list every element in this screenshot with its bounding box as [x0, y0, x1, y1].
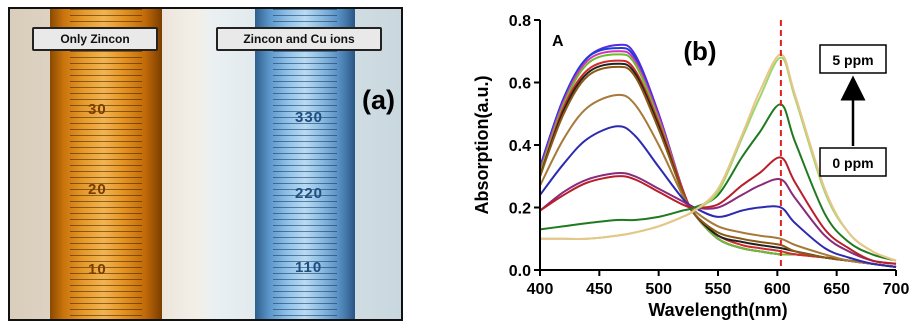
zincon-cu-label: Zincon and Cu ions	[216, 27, 382, 51]
y-axis-title: Absorption(a.u.)	[472, 76, 492, 215]
x-tick-label: 600	[764, 281, 791, 298]
y-tick-label: 0.4	[509, 138, 531, 155]
x-tick-label: 650	[823, 281, 850, 298]
series-line-7	[539, 93, 897, 268]
series-line-6	[539, 65, 897, 268]
x-tick-label: 550	[705, 281, 732, 298]
x-tick-label: 450	[586, 281, 613, 298]
photo-panel: 30 20 10 330 220 110 Only Zincon Zincon …	[8, 7, 403, 321]
y-tick-label: 0.6	[509, 76, 531, 93]
bottom-ppm-label: 0 ppm	[832, 155, 873, 171]
series-line-13	[540, 53, 897, 262]
graduation-ticks	[70, 9, 142, 319]
tube-mark: 330	[295, 109, 324, 126]
graduation-ticks	[273, 9, 337, 319]
tube-mark: 20	[88, 181, 107, 198]
axis-layer: 400 450 500 550 600 650 700 0.0 0.2 0.4 0.6 0.8 Wave…	[472, 13, 909, 320]
zincon-cu-tube: 330 220 110	[255, 9, 355, 319]
bottom-ppm-box	[819, 147, 887, 177]
x-tick-label: 700	[883, 281, 910, 298]
y-tick-label: 0.8	[509, 13, 531, 30]
x-tick-label: 400	[527, 281, 554, 298]
series-line-8	[539, 125, 897, 268]
panel-a-label: (a)	[362, 85, 395, 115]
top-ppm-label: 5 ppm	[832, 52, 873, 68]
tube-mark: 110	[295, 259, 323, 276]
tube-mark: 10	[88, 261, 107, 278]
tube-mark: 220	[295, 185, 324, 202]
x-axis-title: Wavelength(nm)	[648, 300, 787, 320]
y-tick-label: 0.2	[509, 201, 531, 218]
x-tick-label: 500	[645, 281, 672, 298]
inset-label: A	[552, 33, 564, 50]
series-layer	[539, 43, 897, 268]
series-line-10	[539, 156, 897, 265]
series-line-11	[539, 103, 897, 262]
top-ppm-box	[819, 44, 887, 74]
series-line-9	[539, 171, 897, 265]
zincon-only-tube: 30 20 10	[50, 9, 162, 319]
y-tick-label: 0.0	[509, 263, 531, 280]
panel-b-label: (b)	[683, 36, 716, 66]
only-zincon-label: Only Zincon	[32, 27, 158, 51]
tube-mark: 30	[88, 101, 107, 118]
